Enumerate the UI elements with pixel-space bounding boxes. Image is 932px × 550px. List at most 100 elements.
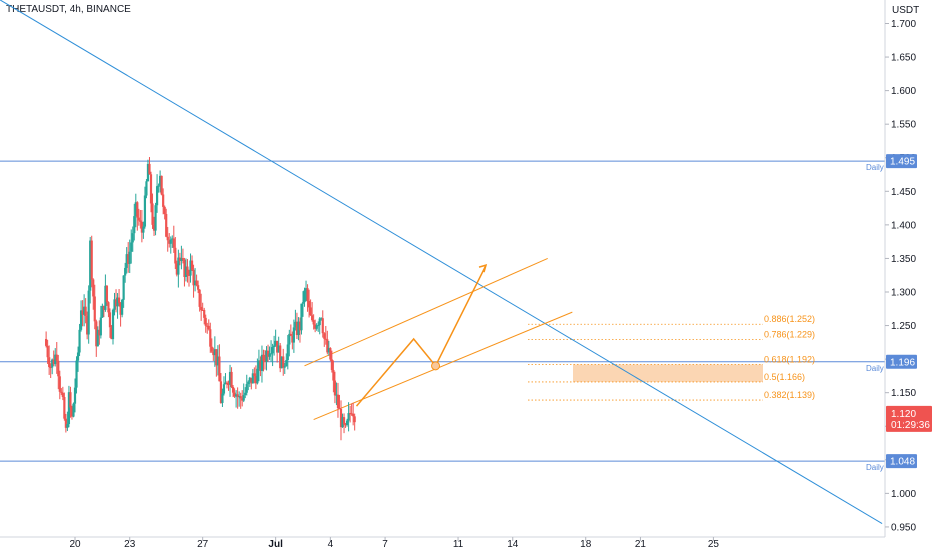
candle-body — [149, 174, 153, 204]
fib-label: 0.382(1.139) — [764, 390, 815, 400]
candle-body — [113, 299, 116, 310]
current-price-tag — [886, 405, 932, 432]
price-tick-label: 1.550 — [891, 120, 916, 131]
candle-body — [119, 303, 122, 315]
candle-body — [48, 357, 51, 368]
candle-body — [251, 373, 254, 384]
fib-label: 0.886(1.252) — [764, 314, 815, 324]
candle-body — [192, 269, 195, 286]
candle-body — [165, 213, 168, 237]
candle-body — [289, 333, 292, 336]
level-price-label: 1.196 — [890, 357, 915, 368]
candle-body — [315, 325, 318, 329]
candle-body — [203, 309, 206, 318]
candle-body — [190, 260, 194, 270]
candle-body — [61, 392, 64, 397]
candle-body — [233, 392, 236, 397]
time-tick-label: 23 — [124, 539, 136, 550]
candle-body — [326, 339, 329, 353]
candle-body — [353, 416, 356, 423]
candle-body — [180, 258, 183, 261]
candle-body — [259, 360, 262, 371]
candle-body — [145, 181, 148, 196]
candle-body — [183, 259, 186, 277]
candle-body — [81, 310, 84, 315]
level-price-label: 1.048 — [890, 457, 915, 468]
candle-body — [318, 318, 321, 326]
candle-body — [130, 242, 133, 252]
candle-body — [294, 321, 297, 328]
candle-body — [174, 247, 177, 264]
candle-body — [198, 289, 201, 307]
candle-body — [263, 360, 267, 362]
candle-body — [101, 305, 104, 318]
candle-body — [324, 338, 327, 340]
candle-body — [67, 392, 71, 425]
projection-line — [355, 264, 487, 407]
candle-body — [92, 279, 95, 297]
price-tick-label: 1.250 — [891, 321, 916, 332]
candle-body — [285, 360, 288, 367]
candle-body — [58, 376, 61, 392]
candle-body — [175, 263, 178, 275]
candle-body — [159, 175, 162, 186]
price-tick-label: 1.000 — [891, 489, 916, 500]
candle-body — [116, 297, 119, 307]
candle-body — [247, 381, 250, 385]
candle-body — [163, 206, 166, 214]
candle-body — [342, 417, 346, 425]
price-axis[interactable]: 1.7001.6501.6001.5501.5001.4501.4001.350… — [884, 0, 932, 537]
projection-node — [431, 361, 441, 371]
candle-body — [277, 345, 280, 353]
candle-body — [279, 345, 282, 369]
fib-label: 0.786(1.229) — [764, 330, 815, 340]
price-tick-label: 1.350 — [891, 254, 916, 265]
candle-body — [242, 395, 245, 401]
candle-body — [301, 302, 305, 304]
price-tick-label: 1.400 — [891, 220, 916, 231]
candle-body — [197, 285, 200, 290]
projection-arrowhead — [478, 264, 488, 273]
time-tick-label: 4 — [328, 539, 334, 550]
candle-body — [111, 309, 115, 340]
level-tag-label: Daily — [866, 163, 884, 172]
candle-body — [178, 257, 181, 261]
candle-body — [54, 354, 57, 365]
candle-body — [231, 386, 235, 393]
candle-body — [323, 333, 326, 339]
candle-body — [64, 418, 67, 428]
candle-body — [207, 325, 210, 330]
candle-body — [253, 373, 256, 376]
candle-body — [215, 349, 218, 366]
candle-body — [225, 382, 229, 385]
candle-body — [352, 413, 355, 417]
candle-body — [142, 226, 145, 233]
candle-body — [69, 392, 72, 408]
candle-body — [72, 403, 75, 417]
ticker-title: THETAUSDT, 4h, BINANCE — [6, 4, 131, 15]
time-axis[interactable]: 20 23 27 Jul 4 7 11 14 18 21 25 — [0, 536, 885, 550]
price-tick-label: 1.450 — [891, 187, 916, 198]
level-tag-label: Daily — [866, 463, 884, 472]
candle-body — [212, 351, 215, 356]
candle-body — [345, 420, 349, 426]
price-tick-label: 1.300 — [891, 287, 916, 298]
candle-body — [73, 387, 77, 404]
horizontal-levels: Daily Daily Daily — [0, 160, 885, 472]
candle-body — [136, 202, 139, 218]
candle-body — [250, 377, 253, 384]
candle-body — [55, 354, 58, 361]
candle-body — [344, 424, 347, 426]
level-price-label: 1.495 — [890, 157, 915, 168]
candle-body — [235, 394, 238, 397]
candle-body — [70, 407, 74, 417]
candle-body — [110, 327, 113, 340]
candle-body — [291, 335, 294, 343]
candle-body — [177, 257, 180, 275]
candle-body — [152, 224, 156, 231]
currency-label: USDT — [892, 5, 919, 16]
level-tag-label: Daily — [866, 364, 884, 373]
candle-body — [297, 321, 300, 336]
candle-body — [244, 392, 247, 396]
